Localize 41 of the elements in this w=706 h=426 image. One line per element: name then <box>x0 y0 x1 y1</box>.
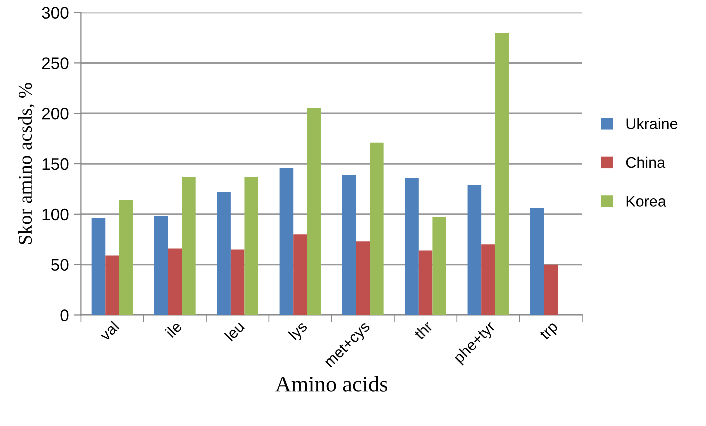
bar <box>342 175 356 316</box>
x-tick-label: lys <box>288 320 310 343</box>
legend-label: Ukraine <box>626 118 678 130</box>
y-tick-label: 50 <box>52 259 69 272</box>
bar <box>294 234 308 316</box>
bar <box>217 192 231 316</box>
x-tick-label: ile <box>165 320 183 338</box>
bar <box>154 216 168 316</box>
bar <box>544 264 558 316</box>
legend-label: China <box>626 156 666 168</box>
x-tick-label: trp <box>540 321 561 343</box>
y-tick-label: 300 <box>42 7 69 19</box>
bar <box>495 32 510 316</box>
x-tick-label: val <box>98 320 120 342</box>
y-tick-label: 250 <box>42 58 69 70</box>
legend-label: Korea <box>626 196 666 207</box>
bar <box>432 217 446 316</box>
bar <box>418 250 433 316</box>
bar <box>230 250 245 316</box>
bar <box>405 178 419 316</box>
bar <box>92 218 106 316</box>
y-tick-label: 200 <box>42 108 69 120</box>
bar <box>119 200 134 316</box>
y-tick-label: 150 <box>42 158 69 170</box>
bar <box>356 242 370 316</box>
bar <box>168 248 182 316</box>
bar <box>280 168 294 316</box>
y-axis-title: Skor amino acsds, % <box>18 83 35 244</box>
bar <box>307 108 322 316</box>
bar <box>182 177 196 316</box>
bar <box>482 244 496 316</box>
bar <box>370 142 384 316</box>
bar <box>468 185 482 316</box>
bar <box>106 256 120 316</box>
x-tick-label: thr <box>413 320 434 340</box>
bar <box>530 208 544 316</box>
bar <box>244 177 259 316</box>
y-tick-label: 100 <box>42 208 69 221</box>
x-tick-label: leu <box>224 320 246 342</box>
x-axis-title: Amino acids <box>276 376 388 392</box>
y-tick-label: 0 <box>60 310 69 322</box>
